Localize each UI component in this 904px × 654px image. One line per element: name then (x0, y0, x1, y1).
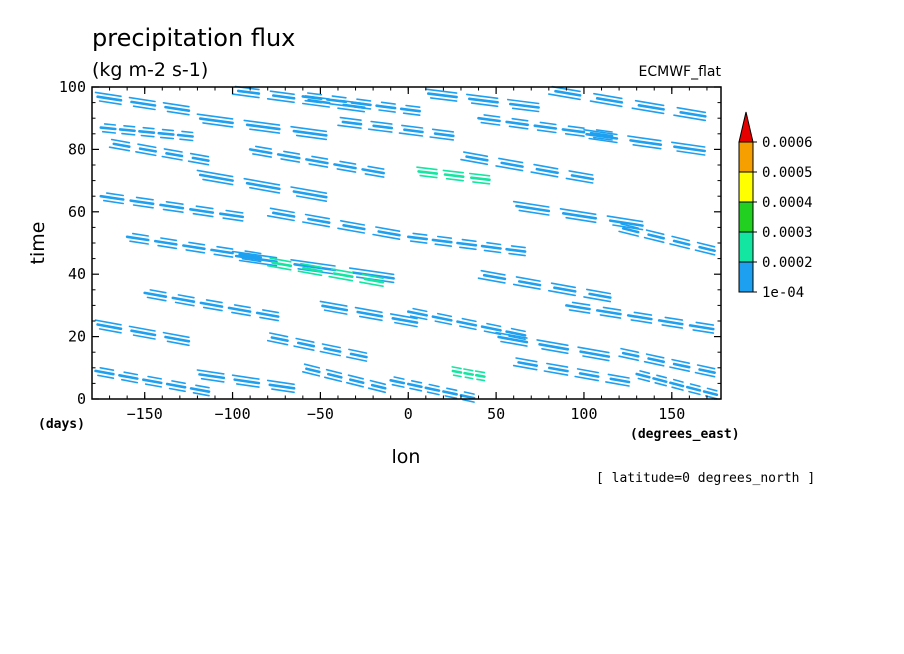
colorbar: 1e-04 0.0002 0.0003 0.0004 0.0005 0.0006 (738, 111, 813, 301)
precip-feature (319, 300, 419, 328)
precip-feature (99, 123, 194, 142)
colorbar-label: 1e-04 (762, 285, 804, 301)
precip-feature (196, 369, 296, 394)
precip-feature (266, 332, 368, 362)
colorbar-label: 0.0006 (762, 135, 813, 151)
y-tick-label: 20 (68, 328, 86, 346)
y-units-label: (days) (38, 417, 85, 432)
x-tick-label: 0 (404, 405, 413, 423)
x-tick-label: 50 (487, 405, 505, 423)
precip-feature (108, 138, 210, 166)
colorbar-extend-arrow (738, 111, 754, 143)
precip-feature (583, 129, 707, 156)
colorbar-label: 0.0003 (762, 225, 813, 241)
x-tick-label: −100 (214, 405, 250, 423)
colorbar-swatch (738, 261, 754, 293)
precip-feature (635, 370, 719, 400)
precip-feature (451, 366, 486, 382)
colorbar-swatch (738, 171, 754, 203)
plot-area (91, 85, 722, 403)
colorbar-swatch (738, 201, 754, 233)
x-tick-label: −150 (127, 405, 163, 423)
precip-feature (416, 166, 491, 185)
colorbar-label: 0.0004 (762, 195, 813, 211)
precip-feature (618, 347, 716, 378)
precip-feature (512, 357, 631, 387)
precip-feature (477, 114, 614, 141)
x-axis-label: lon (392, 446, 421, 468)
precip-feature (547, 85, 707, 122)
precip-feature (231, 250, 395, 284)
precip-feature (231, 85, 366, 113)
y-tick-label: 40 (68, 265, 86, 283)
precip-feature (337, 116, 455, 141)
colorbar-label: 0.0005 (762, 165, 813, 181)
precipitation-streaks (94, 85, 719, 403)
precip-feature (565, 301, 715, 334)
precip-feature (266, 207, 401, 240)
precip-feature (196, 169, 328, 202)
chart-title: precipitation flux (92, 24, 295, 52)
precip-feature (406, 232, 527, 257)
y-axis-label: time (27, 222, 49, 265)
y-tick-label: 0 (77, 390, 86, 408)
precip-feature (94, 91, 191, 116)
precip-feature (94, 319, 191, 347)
x-tick-label: 100 (570, 405, 597, 423)
precip-feature (406, 307, 527, 341)
precip-feature (618, 223, 716, 256)
model-label: ECMWF_flat (639, 64, 722, 80)
x-tick-label: 150 (658, 405, 685, 423)
precip-feature (301, 363, 387, 394)
precip-feature (94, 366, 211, 397)
precip-feature (196, 113, 328, 141)
y-tick-label: 100 (59, 78, 86, 96)
precip-feature (424, 88, 540, 113)
precip-feature (477, 269, 612, 303)
precip-feature (143, 289, 280, 322)
x-units-label: (degrees_east) (630, 427, 740, 442)
x-axis-ticks: −150 −100 −50 0 50 100 150 (109, 87, 708, 423)
precip-feature (495, 331, 611, 362)
colorbar-label: 0.0002 (762, 255, 813, 271)
precip-feature (99, 192, 244, 222)
precip-feature (301, 92, 422, 116)
precip-feature (512, 200, 644, 231)
precip-feature (125, 232, 263, 263)
colorbar-swatch (738, 141, 754, 173)
y-tick-label: 60 (68, 203, 86, 221)
chart-subtitle: (kg m-2 s-1) (92, 59, 208, 81)
precip-feature (248, 145, 386, 178)
y-axis-ticks: 0 20 40 60 80 100 (59, 78, 721, 408)
precip-feature (460, 151, 595, 184)
latitude-note: [ latitude=0 degrees_north ] (596, 471, 815, 486)
colorbar-swatch (738, 231, 754, 263)
precip-feature (266, 257, 385, 288)
y-tick-label: 80 (68, 140, 86, 158)
precip-feature (389, 376, 476, 403)
x-tick-label: −50 (307, 405, 334, 423)
